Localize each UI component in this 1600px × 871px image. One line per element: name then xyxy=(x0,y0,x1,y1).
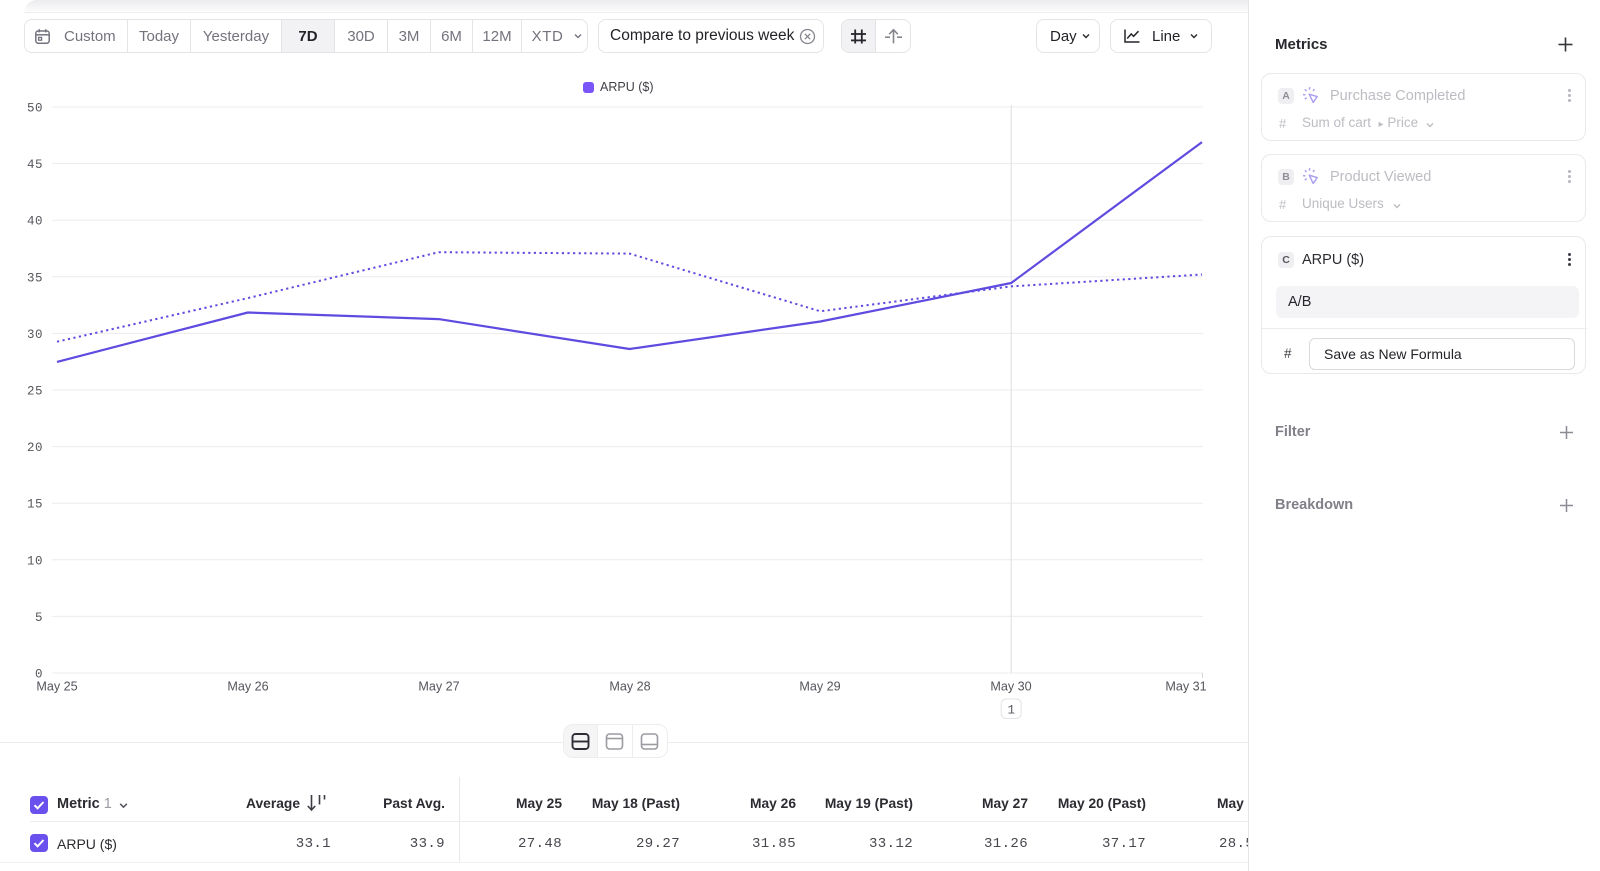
svg-text:35: 35 xyxy=(27,271,43,285)
svg-text:May 26: May 26 xyxy=(227,680,268,694)
svg-text:1: 1 xyxy=(1007,704,1015,718)
svg-text:5: 5 xyxy=(35,611,43,625)
svg-text:20: 20 xyxy=(27,441,43,455)
svg-text:10: 10 xyxy=(27,554,43,568)
svg-text:0: 0 xyxy=(35,668,43,682)
svg-text:25: 25 xyxy=(27,385,43,399)
svg-text:May 28: May 28 xyxy=(609,680,650,694)
svg-text:30: 30 xyxy=(27,328,43,342)
svg-text:45: 45 xyxy=(27,158,43,172)
svg-text:May 31: May 31 xyxy=(1165,680,1206,694)
svg-text:May 27: May 27 xyxy=(418,680,459,694)
svg-text:50: 50 xyxy=(27,102,43,116)
svg-text:May 29: May 29 xyxy=(799,680,840,694)
svg-text:15: 15 xyxy=(27,498,43,512)
svg-text:40: 40 xyxy=(27,215,43,229)
svg-text:May 30: May 30 xyxy=(990,680,1031,694)
svg-text:May 25: May 25 xyxy=(36,680,77,694)
